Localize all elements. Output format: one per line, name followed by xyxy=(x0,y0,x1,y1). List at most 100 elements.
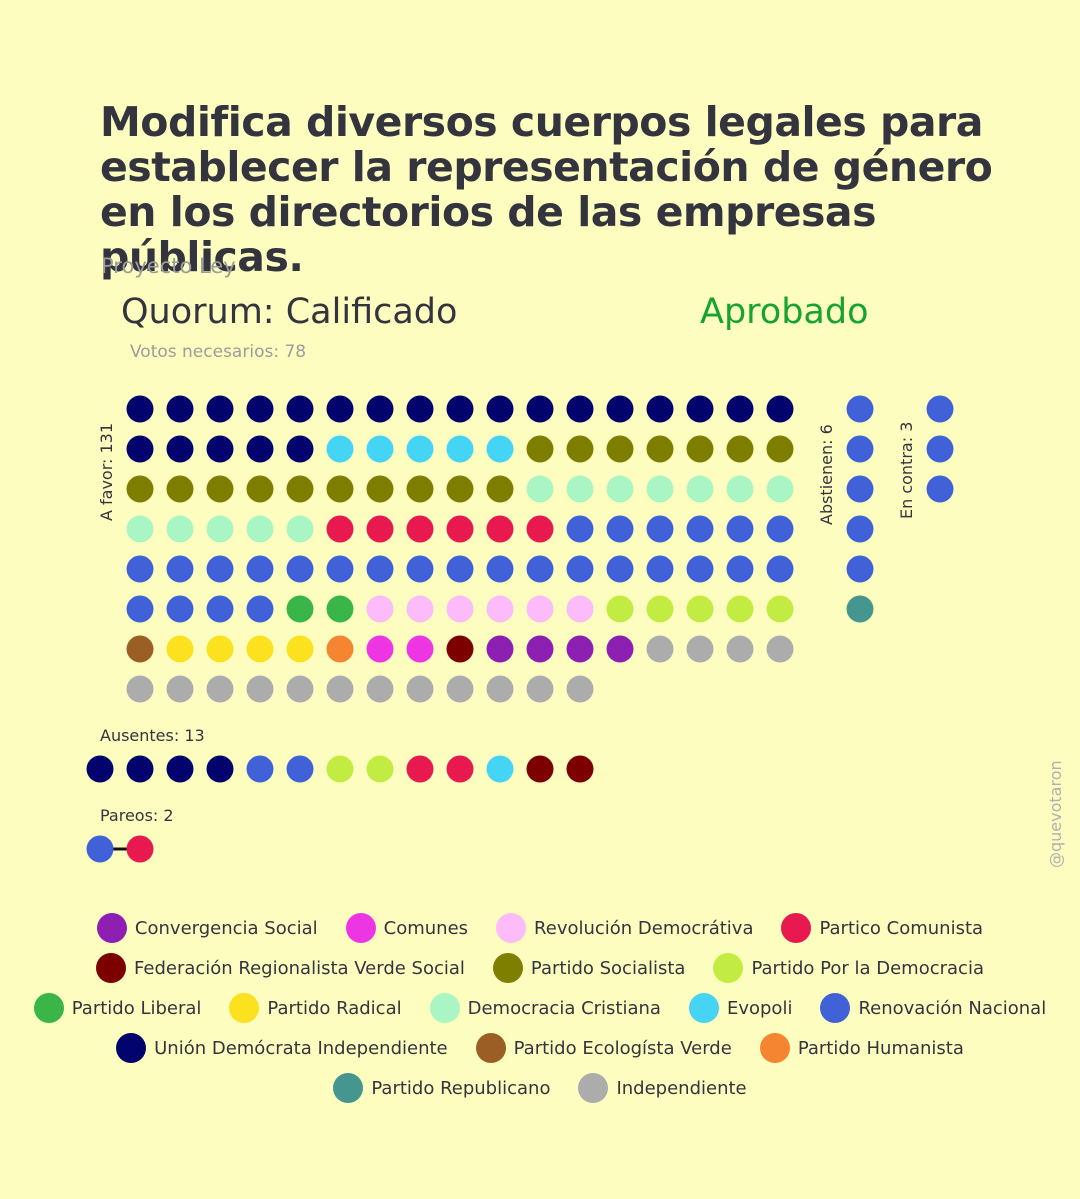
legend-label: Independiente xyxy=(616,1077,747,1099)
vote-dot-a-favor xyxy=(406,595,434,623)
legend-label: Partido Ecologísta Verde xyxy=(513,1037,732,1059)
legend-swatch xyxy=(688,993,719,1023)
vote-dot-a-favor xyxy=(486,475,514,503)
vote-dot-a-favor xyxy=(726,635,754,663)
abstienen-label: Abstienen: 6 xyxy=(817,424,836,525)
vote-dot-en-contra xyxy=(926,435,954,463)
legend-swatch xyxy=(96,953,126,983)
legend-swatch xyxy=(475,1033,506,1063)
vote-dot-a-favor xyxy=(646,395,674,423)
vote-dot-a-favor xyxy=(486,395,514,423)
vote-dot-a-favor xyxy=(326,515,354,543)
vote-dot-a-favor xyxy=(286,435,314,463)
legend-item: Independiente xyxy=(578,1073,747,1103)
vote-dot-a-favor xyxy=(486,435,514,463)
legend-swatch xyxy=(496,913,527,943)
vote-dot-ausente xyxy=(486,755,514,783)
legend-row: Partido Liberal Partido Radical Democracia… xyxy=(20,988,1060,1028)
vote-dot-a-favor xyxy=(686,395,714,423)
vote-dot-a-favor xyxy=(366,595,394,623)
vote-dot-a-favor xyxy=(326,595,354,623)
legend-label: Partido Radical xyxy=(267,997,402,1019)
vote-dot-en-contra xyxy=(926,475,954,503)
vote-dot-a-favor xyxy=(286,475,314,503)
legend-swatch xyxy=(578,1073,609,1103)
vote-dot-a-favor xyxy=(246,635,274,663)
legend-label: Unión Demócrata Independiente xyxy=(154,1037,448,1059)
vote-dot-a-favor xyxy=(646,635,674,663)
legend-item: Partido Radical xyxy=(229,993,402,1023)
vote-dot-a-favor xyxy=(286,675,314,703)
vote-dot-a-favor xyxy=(246,595,274,623)
vote-dot-ausente xyxy=(566,755,594,783)
vote-dot-ausente xyxy=(366,755,394,783)
vote-dot-a-favor xyxy=(686,515,714,543)
vote-result: Aprobado xyxy=(700,292,869,332)
legend-label: Partico Comunista xyxy=(819,917,984,939)
en-contra-label: En contra: 3 xyxy=(897,422,916,519)
vote-dot-a-favor xyxy=(566,475,594,503)
legend-item: Partido Socialista xyxy=(492,953,685,983)
vote-dot-a-favor xyxy=(206,435,234,463)
legend-item: Partido Humanista xyxy=(759,1033,964,1063)
vote-dot-a-favor xyxy=(206,555,234,583)
vote-dot-a-favor xyxy=(206,675,234,703)
vote-dot-a-favor xyxy=(326,395,354,423)
vote-dot-a-favor xyxy=(286,595,314,623)
vote-dot-a-favor xyxy=(366,475,394,503)
vote-dot-a-favor xyxy=(246,395,274,423)
legend-row: Unión Demócrata Independiente Partido Eco… xyxy=(20,1028,1060,1068)
vote-dot-a-favor xyxy=(166,435,194,463)
votes-needed: Votos necesarios: 78 xyxy=(130,342,307,362)
vote-dot-a-favor xyxy=(726,555,754,583)
vote-dot-a-favor xyxy=(566,435,594,463)
legend-label: Comunes xyxy=(383,917,469,939)
vote-dot-a-favor xyxy=(286,555,314,583)
vote-dot-a-favor xyxy=(206,515,234,543)
vote-dot-a-favor xyxy=(766,435,794,463)
vote-dot-a-favor xyxy=(126,675,154,703)
vote-dot-a-favor xyxy=(246,555,274,583)
vote-dot-a-favor xyxy=(326,675,354,703)
page-title: Modifica diversos cuerpos legales para e… xyxy=(100,98,993,281)
legend-item: Partido Liberal xyxy=(33,993,202,1023)
vote-dot-pareo xyxy=(126,835,154,863)
vote-dot-a-favor xyxy=(646,515,674,543)
vote-dot-a-favor xyxy=(246,515,274,543)
legend-item: Unión Demócrata Independiente xyxy=(116,1033,448,1063)
vote-dot-ausente xyxy=(166,755,194,783)
vote-dot-a-favor xyxy=(526,555,554,583)
legend-label: Partido Liberal xyxy=(71,997,202,1019)
vote-dot-a-favor xyxy=(686,595,714,623)
vote-dot-a-favor xyxy=(446,435,474,463)
vote-dot-a-favor xyxy=(726,435,754,463)
vote-dot-ausente xyxy=(126,755,154,783)
legend-swatch xyxy=(781,913,812,943)
party-legend: Convergencia Social Comunes Revolución Dem… xyxy=(20,908,1060,1108)
vote-dot-a-favor xyxy=(526,595,554,623)
vote-dot-a-favor xyxy=(406,675,434,703)
vote-dot-a-favor xyxy=(206,475,234,503)
vote-dot-a-favor xyxy=(566,675,594,703)
vote-dot-a-favor xyxy=(406,395,434,423)
vote-dot-a-favor xyxy=(486,555,514,583)
vote-dot-a-favor xyxy=(486,595,514,623)
vote-dot-a-favor xyxy=(286,395,314,423)
vote-dot-a-favor xyxy=(126,475,154,503)
quorum-label: Quorum: Calificado xyxy=(121,292,458,332)
vote-dot-a-favor xyxy=(686,635,714,663)
legend-item: Partido Ecologísta Verde xyxy=(475,1033,732,1063)
ausentes-label: Ausentes: 13 xyxy=(100,726,205,745)
vote-dot-a-favor xyxy=(166,395,194,423)
vote-dot-a-favor xyxy=(446,675,474,703)
vote-dot-abstienen xyxy=(846,515,874,543)
vote-dot-a-favor xyxy=(526,675,554,703)
vote-dot-a-favor xyxy=(726,475,754,503)
vote-dot-a-favor xyxy=(446,475,474,503)
legend-label: Convergencia Social xyxy=(134,917,318,939)
vote-dot-ausente xyxy=(206,755,234,783)
legend-swatch xyxy=(492,953,523,983)
vote-dot-a-favor xyxy=(606,595,634,623)
legend-swatch xyxy=(229,993,260,1023)
vote-dot-a-favor xyxy=(766,475,794,503)
